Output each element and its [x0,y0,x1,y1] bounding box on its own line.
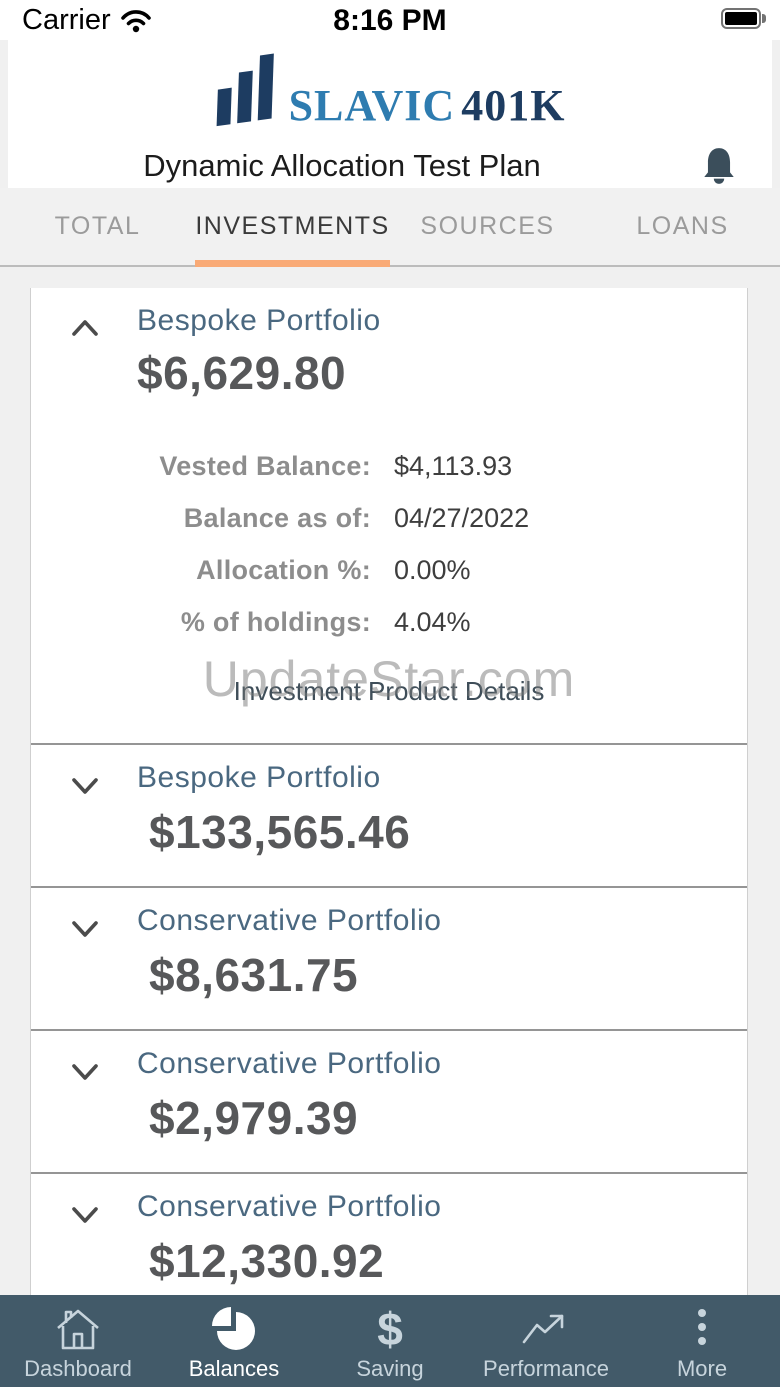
portfolio-details: Vested Balance: $4,113.93 Balance as of:… [31,440,747,648]
portfolio-balance: $12,330.92 [149,1235,385,1287]
portfolio-balance: $6,629.80 [137,347,347,399]
detail-row: % of holdings: 4.04% [180,606,471,637]
detail-row: Allocation %: 0.00% [196,554,471,585]
tab-investments[interactable]: INVESTMENTS [195,188,390,267]
notifications-bell-icon[interactable] [700,146,738,186]
pie-chart-icon [210,1305,258,1353]
expand-chevron-down-icon[interactable] [71,1206,99,1225]
nav-item-balances[interactable]: Balances [156,1295,312,1387]
investment-card-expanded: Bespoke Portfolio $6,629.80 Vested Balan… [31,288,747,745]
nav-item-more[interactable]: More [624,1295,780,1387]
more-dots-icon [696,1305,708,1353]
portfolio-balance: $133,565.46 [149,806,411,858]
investment-card: Conservative Portfolio $12,330.92 [31,1174,747,1387]
home-icon [53,1305,103,1353]
detail-row: Vested Balance: $4,113.93 [159,450,513,481]
nav-item-performance[interactable]: Performance [468,1295,624,1387]
wifi-icon [120,8,152,33]
investment-card: Conservative Portfolio $8,631.75 [31,888,747,1031]
active-tab-indicator [195,260,390,267]
trend-icon [519,1305,573,1353]
collapse-chevron-up-icon[interactable] [71,318,99,337]
logo-text-slavic: SLAVIC [288,81,456,130]
tab-sources[interactable]: SOURCES [420,212,555,240]
page-title: Dynamic Allocation Test Plan [143,148,541,183]
expand-chevron-down-icon[interactable] [71,777,99,796]
battery-icon [721,8,766,29]
portfolio-balance: $2,979.39 [149,1092,359,1144]
investment-card: Bespoke Portfolio $133,565.46 [31,745,747,888]
investment-product-details-link[interactable]: Investment Product Details [233,676,545,706]
nav-item-saving[interactable]: $ Saving [356,1303,424,1381]
carrier-label: Carrier [22,4,111,36]
portfolio-name[interactable]: Conservative Portfolio [137,1190,442,1223]
portfolio-name[interactable]: Conservative Portfolio [137,904,442,937]
tab-total[interactable]: TOTAL [54,212,141,240]
portfolio-name[interactable]: Bespoke Portfolio [137,761,381,794]
logo-bars-icon [210,53,276,127]
dollar-icon: $ [377,1303,403,1355]
expand-chevron-down-icon[interactable] [71,920,99,939]
bottom-navigation: Dashboard Balances $ Saving Performance [0,1295,780,1387]
tab-loans[interactable]: LOANS [636,212,729,240]
portfolio-balance: $8,631.75 [149,949,359,1001]
portfolio-name[interactable]: Bespoke Portfolio [137,304,381,337]
detail-row: Balance as of: 04/27/2022 [183,502,530,533]
section-tabs: TOTAL INVESTMENTS SOURCES LOANS [0,188,780,267]
slavic401k-logo: SLAVIC 401K [8,40,772,128]
app-header: SLAVIC 401K Dynamic Allocation Test Plan [8,40,772,188]
portfolio-name[interactable]: Conservative Portfolio [137,1047,442,1080]
status-bar: Carrier 8:16 PM [0,0,780,40]
investments-list: Bespoke Portfolio $6,629.80 Vested Balan… [30,288,748,1387]
logo-text-401k: 401K [461,81,566,130]
investment-card: Conservative Portfolio $2,979.39 [31,1031,747,1174]
clock: 8:16 PM [333,4,447,37]
expand-chevron-down-icon[interactable] [71,1063,99,1082]
nav-item-dashboard[interactable]: Dashboard [0,1295,156,1387]
